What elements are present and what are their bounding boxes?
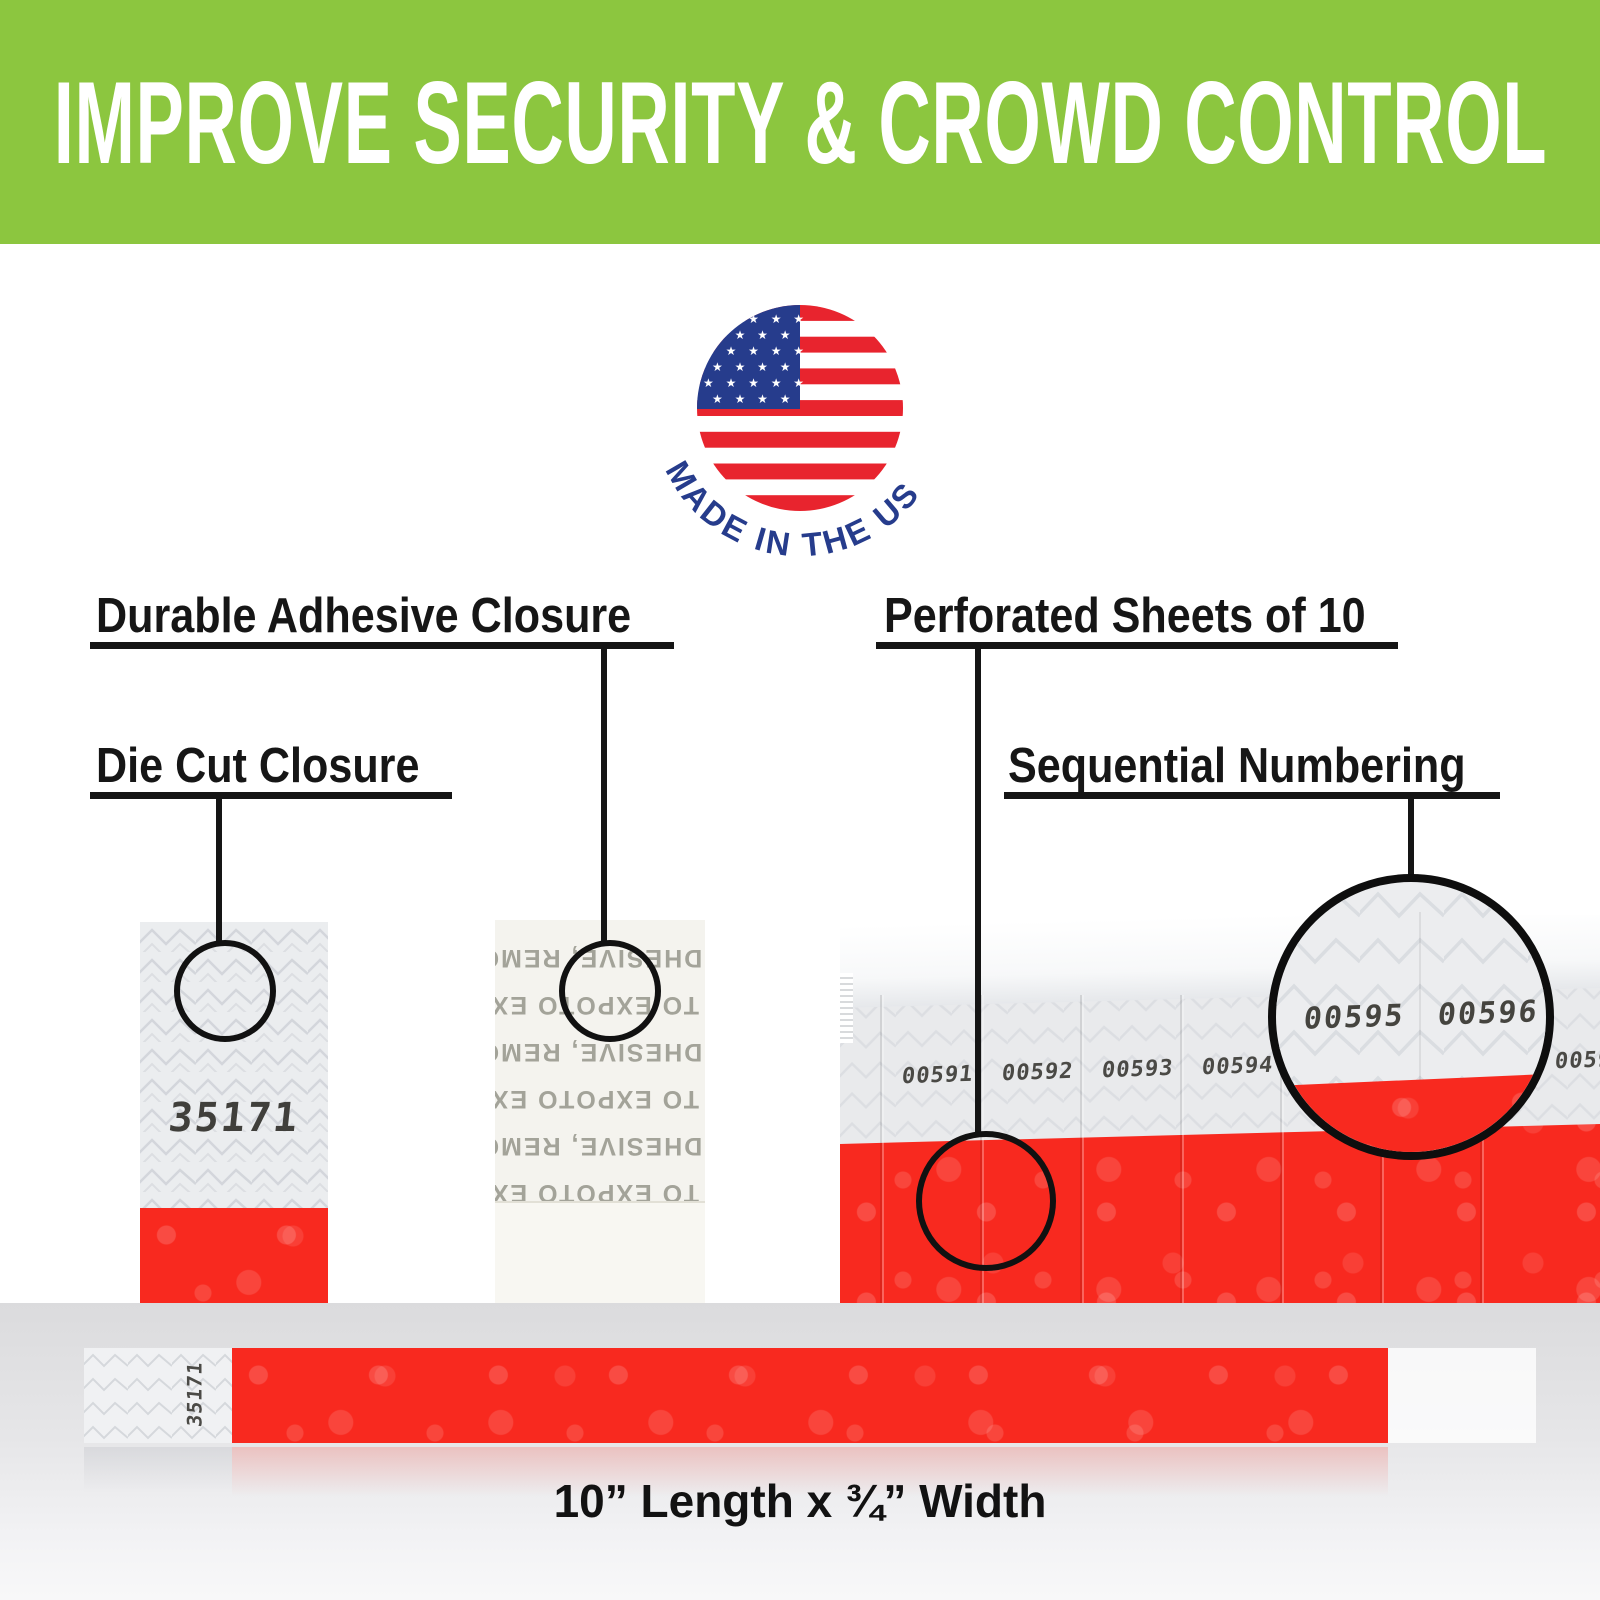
callout-label-durable-adhesive: Durable Adhesive Closure [96,589,632,643]
sheet-stack-side-edge [840,973,853,1043]
liner-text: ADHESIVE, REMO [495,1038,705,1066]
flag-stars: ★ ★ ★ ★ [712,328,794,342]
liner-text: TO EXPO [574,1085,699,1113]
liner-text: ADHESIVE, REMO [495,1132,705,1160]
flat-band-red-body [232,1348,1388,1443]
die-cut-chevron-pattern [84,1348,232,1443]
adhesive-liner-strip [495,1201,705,1303]
perforation-line [1419,912,1421,1152]
serial-number: 35171 [182,1360,207,1428]
callout-label-sequential-numbering: Sequential Numbering [1008,739,1466,793]
header-banner: IMPROVE SECURITY & CROWD CONTROL [0,0,1600,244]
flat-band-reflection [232,1447,1388,1505]
adhesive-callout-circle [559,940,661,1042]
perforation-line [1180,995,1182,1303]
callout-leader-line [1408,792,1414,876]
perforation-line [1080,995,1082,1303]
sheet-serial: 00593 [1100,1055,1175,1084]
die-cut-chevron-pattern [1276,882,1546,1092]
magnified-serial: 00595 [1301,998,1407,1037]
liner-text-row: ADHESIVE, REMO [495,1122,705,1169]
sheet-serial: 00591 [900,1061,975,1090]
callout-underline [876,642,1398,649]
sequential-numbering-magnifier: 00595 00596 [1268,874,1554,1160]
flat-band-stub-reflection [84,1447,232,1492]
callout-leader-line [975,642,981,1133]
sheet-serial-partial: 00598 [1553,1046,1600,1075]
sheet-serial: 00594 [1200,1052,1275,1081]
wristband-red-end [140,1208,328,1303]
serial-number: 35171 [166,1095,302,1141]
callout-underline [90,792,452,799]
flag-stars: ★ ★ ★ ★ ★ [703,344,808,358]
flag-stars: ★ ★ ★ ★ ★ [703,376,808,390]
callout-leader-line [601,642,607,942]
magnified-serial: 00596 [1435,994,1541,1033]
callout-leader-line [216,792,222,942]
page-title: IMPROVE SECURITY & CROWD CONTROL [53,56,1547,188]
dimension-text: 10” Length x ¾” Width [553,1475,1047,1527]
callout-underline [90,642,674,649]
magnified-red-area [1276,1073,1546,1152]
made-in-usa-badge: ★ ★ ★ ★ ★ ★ ★ ★ ★ ★ ★ ★ ★ ★ ★ ★ ★ ★ ★ ★ … [637,266,950,582]
callout-label-die-cut: Die Cut Closure [96,739,420,793]
liner-text-row: TO EXPO TO EX [495,1075,705,1122]
liner-text: TO EX [495,1085,575,1113]
callout-underline [1004,792,1500,799]
perforation-callout-circle [916,1131,1056,1271]
flat-band-stub: 35171 [84,1348,232,1443]
flag-stars: ★ ★ ★ ★ ★ [703,312,808,326]
flat-band-adhesive-tail [1388,1348,1536,1443]
sheet-serial: 00592 [1000,1058,1075,1087]
usa-flag-icon: ★ ★ ★ ★ ★ ★ ★ ★ ★ ★ ★ ★ ★ ★ ★ ★ ★ ★ ★ ★ … [637,266,925,563]
flag-stars: ★ ★ ★ ★ [712,360,794,374]
perforation-line [880,995,882,1303]
die-cut-callout-circle [174,940,276,1042]
flag-stars: ★ ★ ★ ★ [712,392,794,406]
callout-label-perforated-sheets: Perforated Sheets of 10 [884,589,1366,643]
